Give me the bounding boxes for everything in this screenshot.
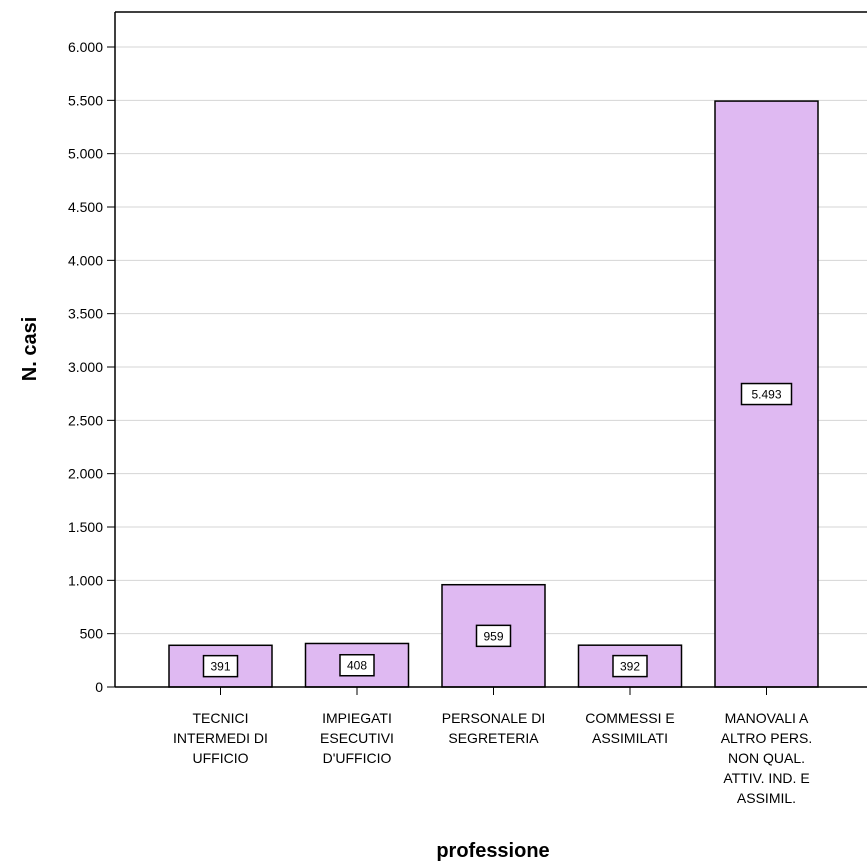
data-label: 392 [620,660,640,674]
data-label: 391 [210,660,230,674]
x-category-label-line: INTERMEDI DI [173,730,268,746]
x-category-label-line: ALTRO PERS. [721,730,813,746]
x-axis-categories: TECNICI INTERMEDI DI UFFICIO IMPIEGATI ESECU… [173,687,812,806]
y-tick-label: 4.500 [68,199,103,215]
x-category-label-line: UFFICIO [193,750,249,766]
x-category-label-line: NON QUAL. [728,750,805,766]
y-tick-label: 2.000 [68,466,103,482]
y-tick-label: 5.500 [68,92,103,108]
y-tick-label: 3.500 [68,306,103,322]
x-category-label: TECNICI INTERMEDI DI UFFICIO [173,710,268,766]
x-axis-title: professione [436,840,549,862]
x-category-label-line: TECNICI [193,710,249,726]
y-axis-ticks: 0 500 1.000 1.500 2.000 2.500 3.000 3.500 4.000 4… [68,39,115,695]
data-label: 408 [347,659,367,673]
y-tick-label: 0 [95,679,103,695]
x-category-label-line: SEGRETERIA [448,730,539,746]
x-category-label-line: ATTIV. IND. E [723,770,809,786]
data-label-box [339,653,375,677]
y-axis-title: N. casi [19,317,41,381]
x-category-label: MANOVALI A ALTRO PERS. NON QUAL. ATTIV. IND… [721,710,813,806]
x-category-label-line: D'UFFICIO [323,750,392,766]
x-category-label-line: ESECUTIVI [320,730,394,746]
data-label-box [202,654,239,678]
y-tick-label: 5.000 [68,146,103,162]
data-label-box [740,382,793,406]
x-category-label-line: COMMESSI E [585,710,674,726]
x-category-label: COMMESSI E ASSIMILATI [585,710,674,746]
x-category-label-line: ASSIMIL. [737,790,796,806]
y-tick-label: 2.500 [68,412,103,428]
y-tick-label: 1.500 [68,519,103,535]
data-label-box [612,654,648,678]
data-label: 959 [483,629,503,643]
y-tick-label: 1.000 [68,572,103,588]
x-category-label-line: ASSIMILATI [592,730,668,746]
y-tick-label: 6.000 [68,39,103,55]
data-label: 5.493 [751,388,781,402]
y-tick-label: 4.000 [68,252,103,268]
x-category-label-line: MANOVALI A [725,710,809,726]
bars: 391 408 959 392 5.493 [168,100,819,688]
y-tick-label: 500 [80,626,104,642]
x-category-label-line: IMPIEGATI [322,710,392,726]
y-tick-label: 3.000 [68,359,103,375]
x-category-label: PERSONALE DI SEGRETERIA [442,710,545,746]
data-label-box [475,624,512,648]
x-category-label: IMPIEGATI ESECUTIVI D'UFFICIO [320,710,394,766]
x-category-label-line: PERSONALE DI [442,710,545,726]
